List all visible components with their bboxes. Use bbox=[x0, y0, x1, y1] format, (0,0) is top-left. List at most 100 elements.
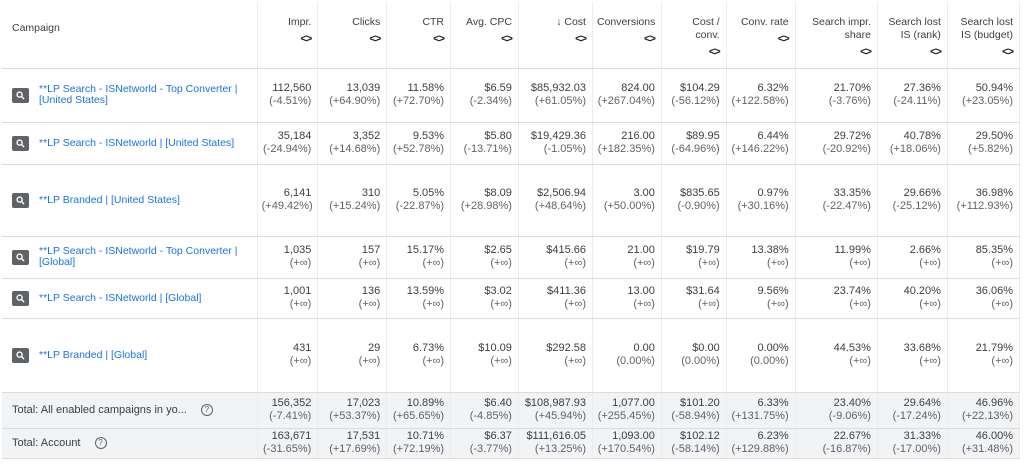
cell-change: (+72.19%) bbox=[392, 443, 445, 455]
cell-change: (+267.04%) bbox=[597, 95, 655, 107]
header-cost[interactable]: ↓ Cost <> bbox=[518, 2, 593, 69]
sort-toggle-icon[interactable]: <> bbox=[930, 46, 942, 58]
header-ctr[interactable]: CTR <> bbox=[386, 2, 452, 69]
cell-change: (-16.87%) bbox=[822, 443, 871, 455]
cell-change: (+64.90%) bbox=[329, 95, 381, 107]
sort-toggle-icon[interactable]: <> bbox=[1002, 46, 1014, 58]
sort-toggle-icon[interactable]: <> bbox=[369, 33, 381, 45]
cell-value: 15.17% bbox=[406, 244, 445, 256]
sort-toggle-icon[interactable]: <> bbox=[300, 33, 312, 45]
cell-value: 85.35% bbox=[975, 244, 1013, 256]
campaign-cell: **LP Search - ISNetworld - Top Converter… bbox=[2, 68, 258, 123]
table-cell: 29.64% (-17.24%) bbox=[877, 392, 948, 429]
sort-toggle-icon[interactable]: <> bbox=[575, 33, 587, 45]
cell-change: (+∞) bbox=[422, 355, 445, 367]
campaign-link[interactable]: **LP Branded | [United States] bbox=[39, 193, 180, 206]
table-cell: $10.09 (+∞) bbox=[450, 318, 519, 393]
table-cell: 0.97% (+30.16%) bbox=[726, 164, 796, 237]
cell-change: (+∞) bbox=[490, 298, 512, 310]
table-cell: 13,039 (+64.90%) bbox=[317, 68, 388, 123]
cell-change: (+31.48%) bbox=[961, 443, 1013, 455]
table-cell: 824.00 (+267.04%) bbox=[592, 68, 662, 123]
table-cell: 6.23% (+129.88%) bbox=[726, 428, 796, 459]
campaign-cell: **LP Search - ISNetworld | [Global] bbox=[2, 278, 258, 319]
cell-change: (+∞) bbox=[422, 257, 445, 269]
cell-value: 44.53% bbox=[833, 342, 871, 354]
campaign-link[interactable]: **LP Search - ISNetworld - Top Converter… bbox=[39, 83, 238, 106]
cell-change: (-17.00%) bbox=[892, 443, 941, 455]
campaign-link[interactable]: **LP Search - ISNetworld | [Global] bbox=[39, 291, 202, 304]
cell-change: (-4.51%) bbox=[269, 95, 312, 107]
header-search-lost-is-rank[interactable]: Search lost IS (rank) <> bbox=[877, 2, 948, 69]
cell-value: 36.98% bbox=[975, 187, 1013, 199]
header-search-impr-share[interactable]: Search impr. share <> bbox=[795, 2, 878, 69]
cell-change: (+∞) bbox=[849, 257, 871, 269]
cell-value: $415.66 bbox=[546, 244, 586, 256]
table-cell: 31.33% (-17.00%) bbox=[877, 428, 948, 459]
cell-value: 11.58% bbox=[407, 82, 445, 94]
cell-value: 10.89% bbox=[406, 397, 445, 409]
cell-change: (+49.42%) bbox=[261, 200, 313, 212]
table-cell: 29.50% (+5.82%) bbox=[947, 122, 1021, 165]
cell-value: 10.71% bbox=[406, 430, 445, 442]
header-impressions[interactable]: Impr. <> bbox=[257, 2, 319, 69]
table-cell: 1,077.00 (+255.45%) bbox=[592, 392, 662, 429]
cell-change: (0.00%) bbox=[616, 355, 655, 367]
table-cell: 5.05% (-22.87%) bbox=[386, 164, 452, 237]
sort-toggle-icon[interactable]: <> bbox=[777, 33, 790, 45]
sort-toggle-icon[interactable]: <> bbox=[860, 46, 872, 58]
header-conversions[interactable]: Conversions <> bbox=[592, 2, 662, 69]
header-campaign[interactable]: Campaign bbox=[2, 2, 258, 69]
cell-value: 6.23% bbox=[757, 430, 789, 442]
header-label: Search lost IS (rank) bbox=[888, 16, 941, 41]
cell-value: 46.96% bbox=[975, 397, 1013, 409]
cell-change: (+∞) bbox=[919, 298, 941, 310]
cell-value: $2.65 bbox=[484, 244, 512, 256]
header-label: CTR bbox=[422, 16, 445, 28]
cell-value: $2,506.94 bbox=[537, 187, 586, 199]
cell-value: $8.09 bbox=[484, 187, 512, 199]
table-cell: $6.40 (-4.85%) bbox=[450, 392, 519, 429]
cell-value: 1,035 bbox=[283, 244, 312, 256]
cell-change: (+14.68%) bbox=[329, 143, 381, 155]
campaign-link[interactable]: **LP Branded | [Global] bbox=[39, 348, 148, 361]
cell-change: (+52.78%) bbox=[392, 143, 445, 155]
cell-value: 310 bbox=[361, 187, 381, 199]
sort-toggle-icon[interactable]: <> bbox=[501, 33, 513, 45]
table-cell: 15.17% (+∞) bbox=[386, 236, 452, 279]
cell-change: (-0.90%) bbox=[677, 200, 720, 212]
campaign-link[interactable]: **LP Search - ISNetworld - Top Converter… bbox=[39, 245, 238, 268]
cell-value: $101.20 bbox=[679, 397, 720, 409]
cell-value: 29 bbox=[368, 342, 381, 354]
cell-value: $89.95 bbox=[686, 130, 720, 142]
cell-value: 9.53% bbox=[412, 130, 445, 142]
cell-change: (+∞) bbox=[633, 298, 655, 310]
table-row: **LP Search - ISNetworld - Top Converter… bbox=[2, 236, 1021, 279]
help-icon[interactable]: ? bbox=[200, 403, 213, 416]
cell-value: 13.38% bbox=[751, 244, 789, 256]
help-icon[interactable]: ? bbox=[94, 436, 107, 449]
header-clicks[interactable]: Clicks <> bbox=[317, 2, 388, 69]
total-row: Total: Account? 163,671 (-31.65%) 17,531 (+1… bbox=[2, 428, 1021, 459]
cell-change: (0.00%) bbox=[681, 355, 720, 367]
cell-value: $19,429.36 bbox=[530, 130, 586, 142]
cell-change: (-2.34%) bbox=[469, 95, 512, 107]
cell-value: $85,932.03 bbox=[530, 82, 586, 94]
campaign-link[interactable]: **LP Search - ISNetworld | [United State… bbox=[39, 136, 235, 149]
header-conv-rate[interactable]: Conv. rate <> bbox=[726, 2, 796, 69]
cell-value: 29.64% bbox=[903, 397, 941, 409]
cell-change: (+∞) bbox=[564, 355, 586, 367]
campaign-cell: **LP Branded | [Global] bbox=[2, 318, 258, 393]
cell-change: (+∞) bbox=[919, 355, 941, 367]
sort-toggle-icon[interactable]: <> bbox=[708, 46, 721, 58]
sort-toggle-icon[interactable]: <> bbox=[433, 33, 445, 45]
search-campaign-icon bbox=[12, 347, 29, 363]
campaign-cell: **LP Search - ISNetworld | [United State… bbox=[2, 122, 258, 165]
table-cell: 3.00 (+50.00%) bbox=[592, 164, 662, 237]
sort-toggle-icon[interactable]: <> bbox=[644, 33, 656, 45]
cell-value: 40.20% bbox=[903, 285, 941, 297]
header-cost-per-conv[interactable]: Cost / conv. <> bbox=[661, 2, 727, 69]
header-search-lost-is-budget[interactable]: Search lost IS (budget) <> bbox=[947, 2, 1021, 69]
header-avg-cpc[interactable]: Avg. CPC <> bbox=[450, 2, 519, 69]
table-cell: 2.66% (+∞) bbox=[877, 236, 948, 279]
